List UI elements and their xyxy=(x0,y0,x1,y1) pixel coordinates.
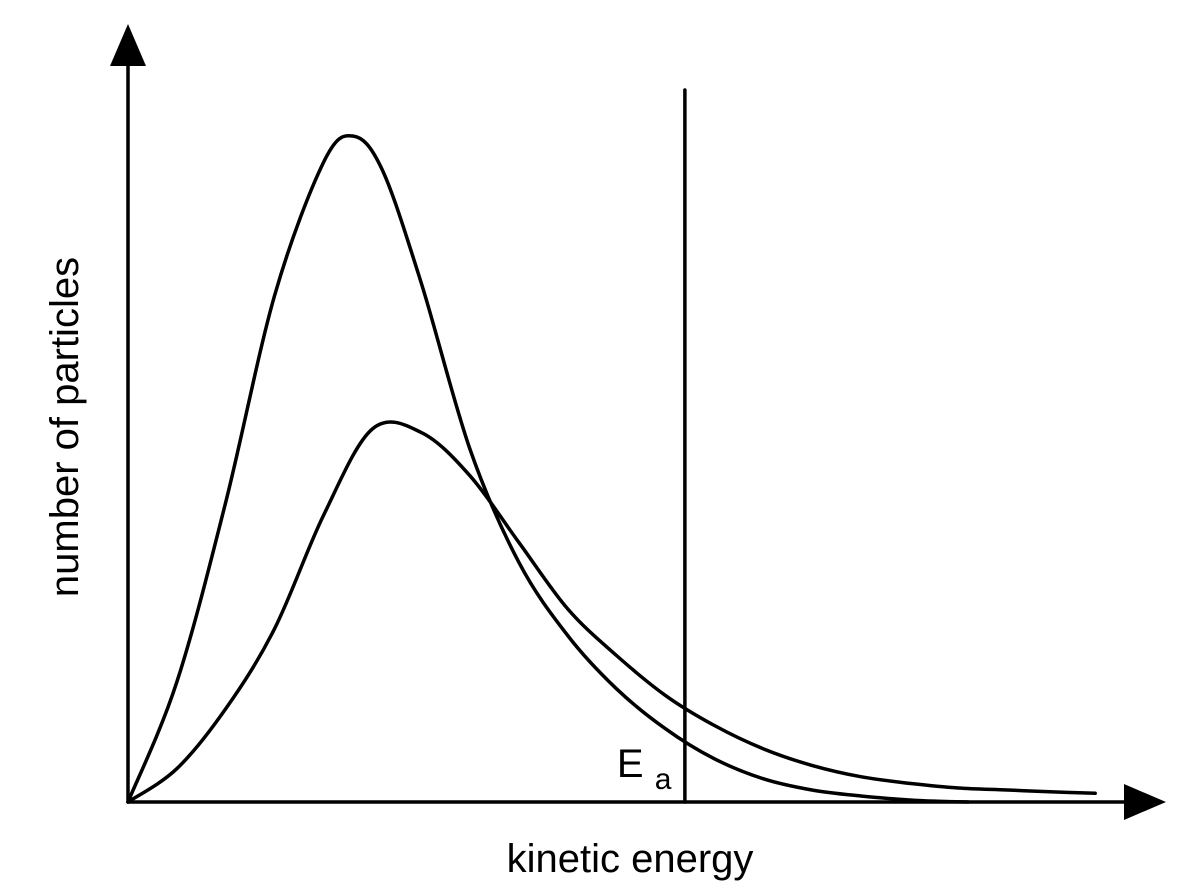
annotation-layer: E a xyxy=(617,88,687,804)
activation-energy-label-main: E xyxy=(617,742,644,786)
x-axis-label: kinetic energy xyxy=(507,837,754,881)
y-axis-arrow xyxy=(110,24,146,66)
distribution-curve-2 xyxy=(126,420,1097,804)
y-axis-label: number of particles xyxy=(43,257,87,597)
activation-energy-label-subscript: a xyxy=(655,763,672,796)
x-axis-arrow xyxy=(1124,784,1166,820)
series-layer xyxy=(126,133,1097,804)
activation-energy-label: E a xyxy=(617,742,672,796)
distribution-curve-1 xyxy=(126,133,970,804)
axes xyxy=(110,24,1166,820)
